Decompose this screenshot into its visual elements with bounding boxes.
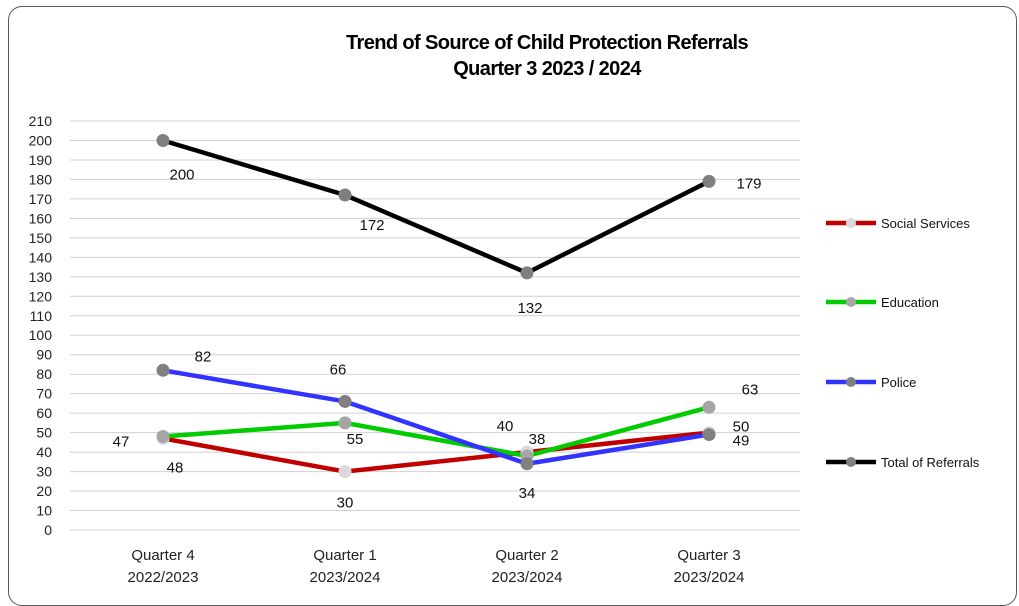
data-point <box>156 133 170 147</box>
series-line <box>160 405 712 459</box>
x-tick-label: Quarter 4 <box>131 547 194 564</box>
data-point <box>702 400 716 414</box>
data-label: 82 <box>195 348 212 365</box>
y-tick-label: 60 <box>36 405 52 421</box>
data-point <box>338 188 352 202</box>
data-label: 132 <box>517 300 542 317</box>
data-label: 179 <box>736 175 761 192</box>
y-tick-label: 130 <box>29 269 53 285</box>
y-tick-label: 10 <box>36 503 52 519</box>
data-point <box>520 457 534 471</box>
x-tick-label: 2023/2024 <box>310 569 381 586</box>
y-tick-label: 80 <box>36 366 52 382</box>
y-tick-label: 40 <box>36 444 52 460</box>
legend-marker <box>846 297 856 307</box>
x-tick-label: Quarter 1 <box>313 547 376 564</box>
data-label: 40 <box>497 418 514 435</box>
y-tick-label: 150 <box>29 230 53 246</box>
x-tick-label: Quarter 3 <box>677 547 740 564</box>
data-point <box>338 465 352 479</box>
y-tick-label: 140 <box>29 249 53 265</box>
x-tick-label: Quarter 2 <box>495 547 558 564</box>
legend-marker <box>846 377 856 387</box>
data-label: 50 <box>733 419 750 436</box>
data-point <box>338 394 352 408</box>
y-tick-label: 120 <box>29 288 53 304</box>
legend-label: Total of Referrals <box>881 455 980 470</box>
y-tick-label: 190 <box>29 152 53 168</box>
data-labels: 47 30 40 50 48 55 38 63 82 66 34 49 200 172 132 179 <box>113 166 762 511</box>
data-point <box>156 363 170 377</box>
legend-marker <box>846 218 856 228</box>
data-point <box>520 266 534 280</box>
chart-subtitle: Quarter 3 2023 / 2024 <box>453 58 642 80</box>
x-tick-label: 2023/2024 <box>492 569 563 586</box>
chart-title: Trend of Source of Child Protection Refe… <box>346 32 748 54</box>
series-lines <box>156 133 716 479</box>
y-tick-label: 0 <box>44 522 52 538</box>
x-tick-label: 2023/2024 <box>674 569 745 586</box>
y-tick-label: 90 <box>36 347 52 363</box>
y-tick-label: 180 <box>29 171 53 187</box>
data-label: 200 <box>169 166 194 183</box>
data-label: 63 <box>742 381 759 398</box>
y-axis: 0 10 20 30 40 50 60 70 80 90 100 110 120 130 140 150 160… <box>29 113 53 538</box>
data-point <box>156 430 170 444</box>
series-line <box>160 430 712 474</box>
y-tick-label: 160 <box>29 210 53 226</box>
legend-marker <box>846 457 856 467</box>
x-axis: Quarter 4 2022/2023 Quarter 1 2023/2024 Quar… <box>128 547 745 586</box>
series-line <box>160 368 712 467</box>
y-tick-label: 170 <box>29 191 53 207</box>
x-tick-label: 2022/2023 <box>128 569 199 586</box>
y-tick-label: 70 <box>36 386 52 402</box>
legend-label: Police <box>881 375 916 390</box>
data-label: 47 <box>113 433 130 450</box>
y-tick-label: 210 <box>29 113 53 129</box>
data-point <box>702 174 716 188</box>
y-tick-label: 100 <box>29 327 53 343</box>
data-label: 55 <box>347 431 364 448</box>
series-line <box>160 138 712 276</box>
y-tick-label: 110 <box>30 308 53 324</box>
data-label: 48 <box>167 460 184 477</box>
data-label: 49 <box>733 433 750 450</box>
y-tick-label: 20 <box>36 483 52 499</box>
legend-label: Social Services <box>881 216 970 231</box>
data-label: 30 <box>337 495 354 512</box>
data-label: 172 <box>359 217 384 234</box>
data-label: 34 <box>519 485 536 502</box>
y-tick-label: 200 <box>29 132 53 148</box>
data-label: 66 <box>330 361 347 378</box>
legend-label: Education <box>881 295 939 310</box>
y-tick-label: 30 <box>36 464 52 480</box>
y-tick-label: 50 <box>36 425 52 441</box>
data-point <box>702 428 716 442</box>
legend: Social Services Education Police Total of R… <box>826 216 980 470</box>
data-label: 38 <box>529 431 546 448</box>
data-point <box>338 416 352 430</box>
